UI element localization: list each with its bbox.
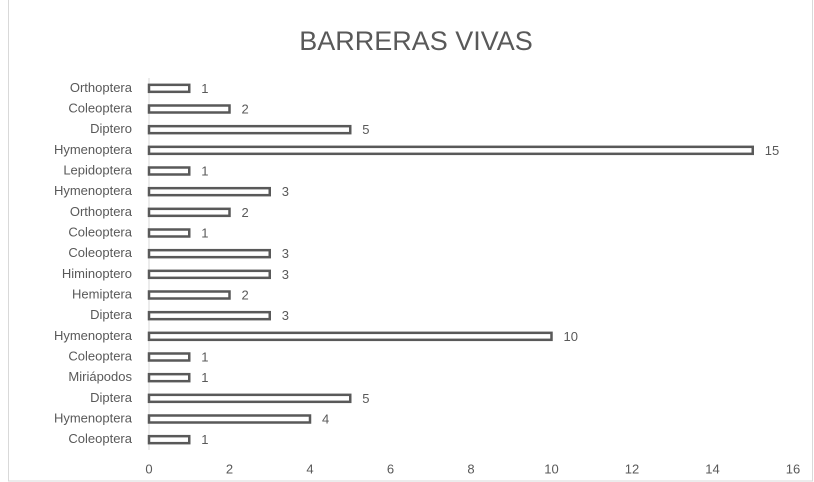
data-label: 2 — [242, 205, 249, 220]
y-tick-label: Coleoptera — [68, 348, 132, 363]
y-tick-label: Coleoptera — [68, 431, 132, 446]
data-label: 1 — [201, 432, 208, 447]
y-tick-label: Coleoptera — [68, 100, 132, 115]
bar — [147, 248, 271, 259]
data-label: 5 — [362, 391, 369, 406]
bar — [147, 145, 754, 156]
y-tick-label: Hymenoptera — [54, 410, 133, 425]
data-label: 2 — [242, 101, 249, 116]
x-tick-label: 2 — [226, 461, 233, 476]
bar — [147, 186, 271, 197]
data-label: 1 — [201, 225, 208, 240]
bar — [147, 331, 553, 342]
bar — [147, 83, 191, 94]
data-label: 3 — [282, 184, 289, 199]
chart-title: BARRERAS VIVAS — [299, 26, 533, 56]
data-label: 1 — [201, 163, 208, 178]
x-tick-label: 16 — [786, 461, 800, 476]
bar — [147, 393, 352, 404]
bar — [147, 352, 191, 362]
data-label: 15 — [765, 143, 779, 158]
data-label: 5 — [362, 122, 369, 137]
y-tick-label: Miriápodos — [68, 369, 132, 384]
x-tick-label: 14 — [705, 461, 719, 476]
data-label: 10 — [564, 329, 578, 344]
x-tick-label: 10 — [544, 461, 558, 476]
x-tick-label: 4 — [306, 461, 313, 476]
y-tick-label: Diptera — [90, 307, 133, 322]
y-tick-label: Diptero — [90, 121, 132, 136]
y-tick-label: Lepidoptera — [63, 162, 132, 177]
bar — [147, 166, 191, 176]
x-tick-label: 12 — [625, 461, 639, 476]
bar — [147, 269, 271, 280]
bar — [147, 207, 231, 218]
y-tick-label: Coleoptera — [68, 245, 132, 260]
x-tick-label: 6 — [387, 461, 394, 476]
y-tick-label: Hymenoptera — [54, 183, 133, 198]
bar — [147, 104, 231, 114]
y-tick-label: Diptera — [90, 390, 133, 405]
y-tick-label: Coleoptera — [68, 224, 132, 239]
x-tick-label: 8 — [467, 461, 474, 476]
bar — [147, 414, 312, 424]
bar — [147, 124, 352, 135]
data-label: 3 — [282, 246, 289, 261]
y-tick-label: Hymenoptera — [54, 142, 133, 157]
data-label: 1 — [201, 81, 208, 96]
data-label: 1 — [201, 370, 208, 385]
chart-frame — [8, 0, 813, 482]
data-label: 3 — [282, 308, 289, 323]
x-tick-label: 0 — [145, 461, 152, 476]
data-label: 1 — [201, 349, 208, 364]
bar — [147, 310, 271, 321]
y-tick-label: Orthoptera — [70, 204, 133, 219]
bar — [147, 228, 191, 238]
data-label: 2 — [242, 287, 249, 302]
y-tick-label: Himinoptero — [62, 266, 132, 281]
y-tick-label: Hemiptera — [72, 286, 133, 301]
data-label: 3 — [282, 267, 289, 282]
y-tick-label: Orthoptera — [70, 80, 133, 95]
y-tick-label: Hymenoptera — [54, 328, 133, 343]
bar — [147, 372, 191, 383]
data-label: 4 — [322, 411, 329, 426]
bar — [147, 290, 231, 300]
bar — [147, 434, 191, 445]
